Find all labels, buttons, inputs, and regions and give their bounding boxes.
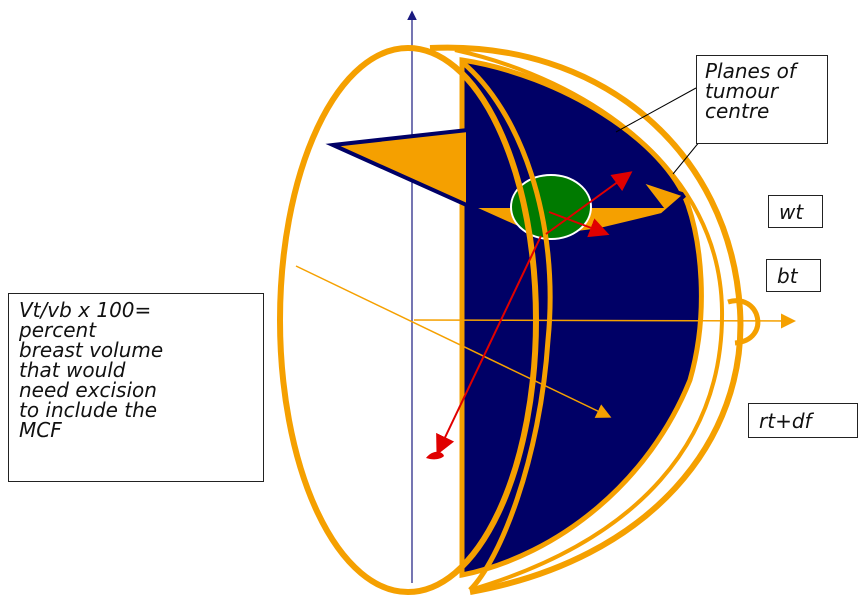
callout-line-1 [615, 87, 697, 133]
nipple-loop [727, 298, 761, 346]
inner-back-curve [454, 48, 725, 592]
red-arrow-lower [436, 235, 542, 456]
bt-label: bt [766, 259, 821, 292]
planes-of-tumour-centre-label: Planes of tumour centre [696, 55, 828, 144]
wt-label: wt [768, 195, 823, 228]
diagonal-axis-arrow [295, 265, 612, 418]
red-arrow-right [548, 211, 610, 238]
outer-shell-curve [429, 44, 744, 595]
horizontal-axis-arrow [413, 313, 796, 329]
volume-note-label: Vt/vb x 100= percent breast volume that … [8, 293, 264, 482]
rt-df-label: rt+df [748, 403, 858, 438]
tumour-ellipse [510, 174, 592, 240]
inner-sagittal-curve [460, 60, 553, 592]
red-arrow-upper [545, 171, 633, 235]
red-margin-mark [426, 451, 444, 460]
